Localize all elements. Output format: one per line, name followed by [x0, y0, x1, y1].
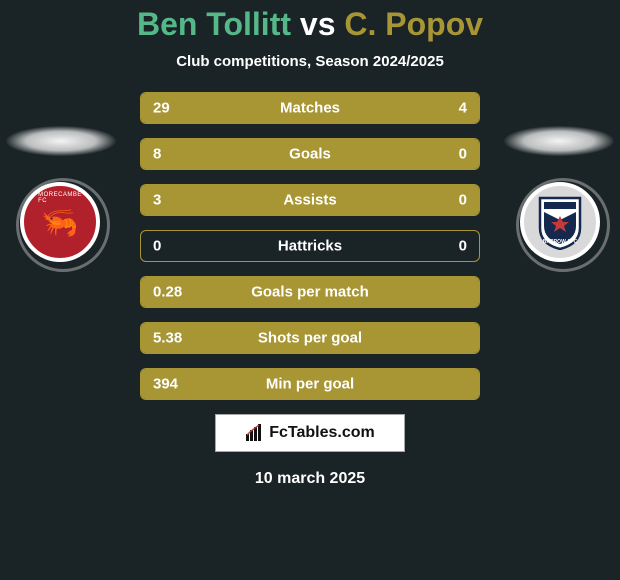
stat-value-right: 0	[459, 146, 467, 163]
left-team-crest: MORECAMBE FC 🦐	[20, 182, 100, 262]
stat-value-right: 0	[459, 238, 467, 255]
stat-value-right: 0	[459, 192, 467, 209]
stat-label: Hattricks	[278, 238, 342, 255]
stat-label: Assists	[283, 192, 336, 209]
vs-text: vs	[300, 6, 336, 42]
player2-name: C. Popov	[344, 6, 483, 42]
footer-brand-text: FcTables.com	[269, 424, 375, 442]
stat-row: 394 Min per goal	[140, 368, 480, 400]
stat-label: Goals	[289, 146, 331, 163]
shrimp-icon: 🦐	[41, 206, 78, 241]
right-badge-halo	[504, 126, 614, 156]
stat-label: Shots per goal	[258, 330, 362, 347]
left-crest-text: MORECAMBE FC	[38, 192, 82, 204]
stat-value-left: 0	[153, 238, 161, 255]
stat-row: 0.28 Goals per match	[140, 276, 480, 308]
stats-list: 29 4 Matches 8 0 Goals 3 0 Assists 0 0 Hattricks 0.2…	[140, 92, 480, 400]
left-badge-halo	[6, 126, 116, 156]
stat-row: 8 0 Goals	[140, 138, 480, 170]
svg-text:BARROW AFC: BARROW AFC	[543, 239, 578, 245]
stat-value-left: 5.38	[153, 330, 182, 347]
stat-row: 29 4 Matches	[140, 92, 480, 124]
footer-brand[interactable]: FcTables.com	[215, 414, 405, 452]
stat-label: Min per goal	[266, 376, 354, 393]
fctables-icon	[245, 424, 263, 442]
stat-value-left: 8	[153, 146, 161, 163]
date: 10 march 2025	[0, 470, 620, 488]
stat-row: 0 0 Hattricks	[140, 230, 480, 262]
stat-value-left: 29	[153, 100, 170, 117]
subtitle: Club competitions, Season 2024/2025	[0, 53, 620, 70]
stat-value-left: 0.28	[153, 284, 182, 301]
stat-row: 5.38 Shots per goal	[140, 322, 480, 354]
stat-row: 3 0 Assists	[140, 184, 480, 216]
player1-name: Ben Tollitt	[137, 6, 291, 42]
title: Ben Tollitt vs C. Popov	[0, 6, 620, 43]
right-team-crest: BARROW AFC	[520, 182, 600, 262]
stat-label: Goals per match	[251, 284, 369, 301]
stat-label: Matches	[280, 100, 340, 117]
shield-icon: BARROW AFC	[537, 194, 583, 250]
stat-value-right: 4	[459, 100, 467, 117]
stat-value-left: 3	[153, 192, 161, 209]
comparison-card: Ben Tollitt vs C. Popov Club competition…	[0, 0, 620, 580]
stat-value-left: 394	[153, 376, 178, 393]
